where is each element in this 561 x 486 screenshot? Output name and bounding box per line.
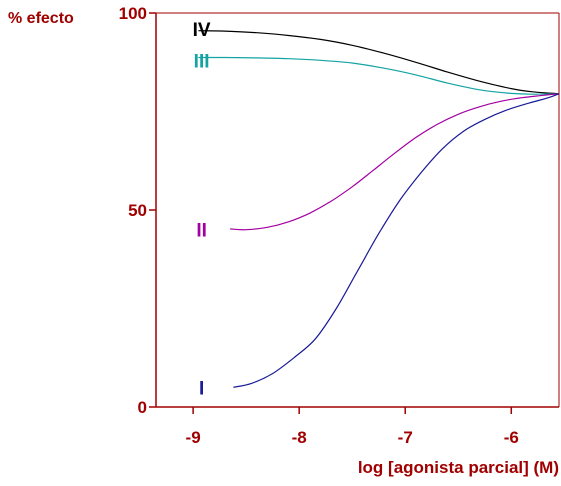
y-axis-label: % efecto	[8, 10, 74, 27]
series-line-ii	[230, 93, 560, 231]
y-tick-label: 50	[128, 201, 147, 220]
series-label-iv: IV	[193, 20, 211, 41]
x-tick-label: -6	[504, 428, 519, 447]
series-label-iii: III	[194, 51, 210, 72]
series-line-iii	[198, 56, 560, 95]
x-tick-label: -7	[398, 428, 413, 447]
x-tick-label: -8	[292, 428, 307, 447]
y-tick-label: 100	[119, 4, 147, 23]
x-tick-label: -9	[186, 428, 201, 447]
y-tick-label: 0	[138, 398, 147, 417]
series-label-ii: II	[196, 221, 207, 242]
series-line-i	[233, 93, 560, 388]
x-axis-label: log [agonista parcial] (M)	[358, 458, 559, 477]
series-line-iv	[198, 30, 560, 95]
series-label-i: I	[199, 378, 204, 399]
